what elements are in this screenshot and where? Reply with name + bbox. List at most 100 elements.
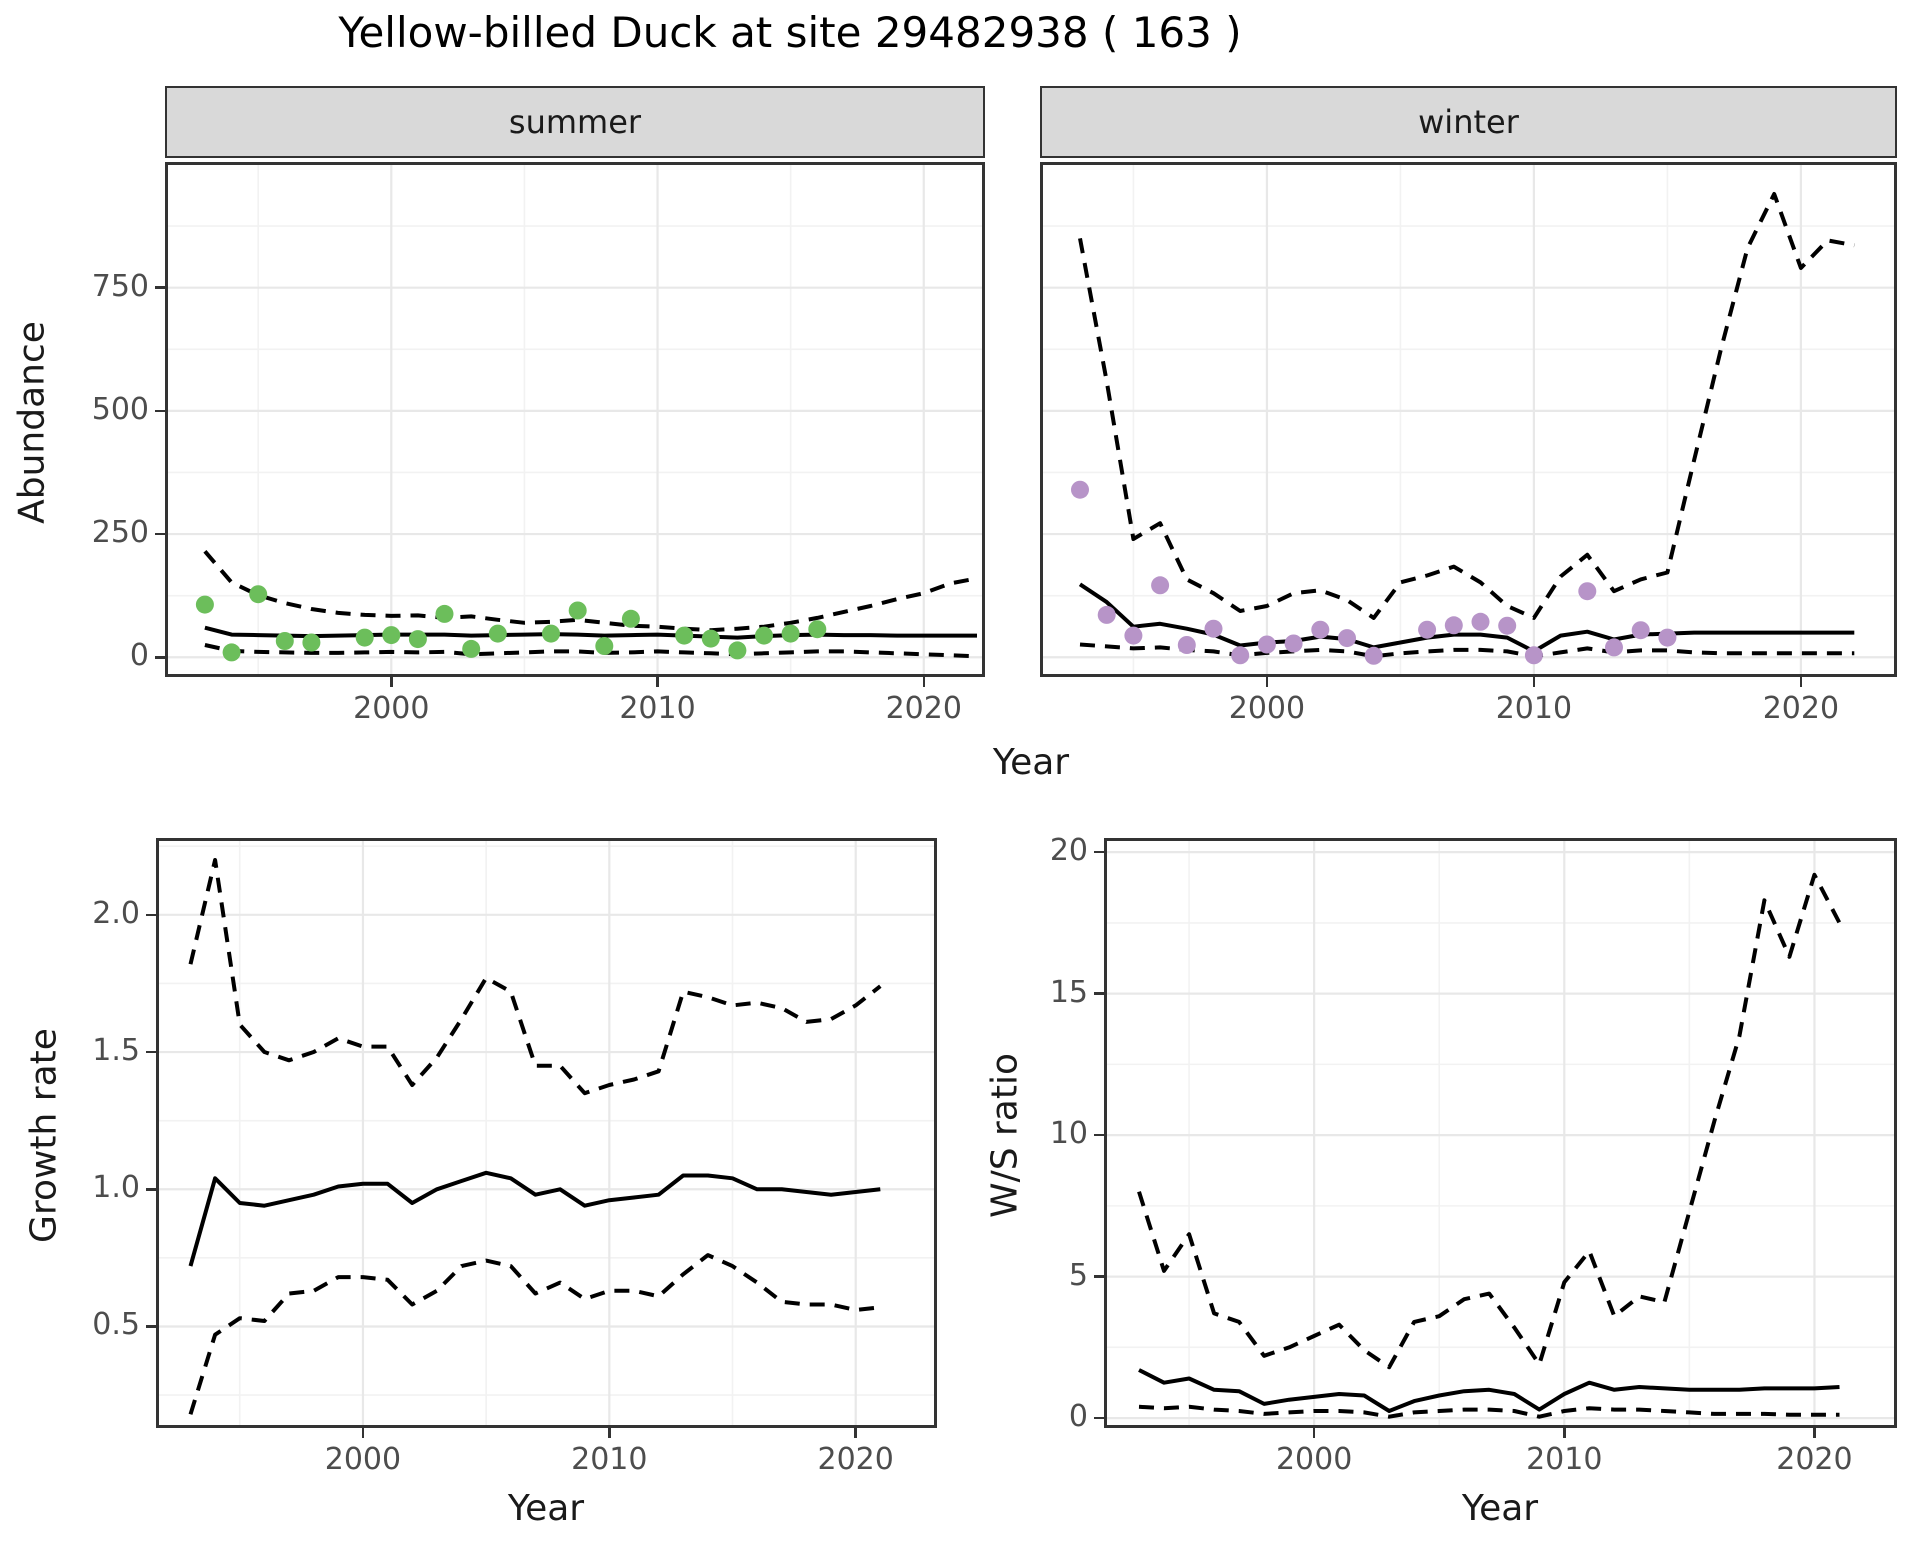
x-tick-label: 2020 [1776, 1442, 1853, 1477]
abundance_summer-data-point [462, 639, 481, 658]
y-tick-label: 2.0 [92, 895, 140, 931]
abundance_summer-data-point [808, 620, 827, 639]
x-tick-label: 2020 [1762, 691, 1840, 726]
abundance_winter-data-point [1605, 638, 1623, 657]
x-tick-label: 2000 [324, 1442, 402, 1477]
growth_rate-fit-line [188, 1170, 881, 1267]
abundance_winter-facet-strip: winter [1040, 86, 1897, 158]
abundance_winter-data-point [1578, 582, 1597, 601]
ws_ratio-plot-area [1104, 838, 1897, 1428]
y-tick-label: 1.5 [92, 1033, 140, 1069]
abundance_summer-data-point [302, 633, 321, 652]
x-tick-mark [854, 1428, 857, 1438]
y-tick-label: 10 [1049, 1116, 1088, 1152]
abundance_winter-data-point [1151, 576, 1170, 595]
x-tick-label: 2000 [353, 691, 430, 726]
abundance_summer-data-point [701, 629, 720, 648]
x-tick-label: 2010 [571, 1442, 648, 1477]
abundance_summer-data-point [408, 630, 427, 649]
abundance_summer-data-point [568, 601, 587, 620]
ws_ratio-ci-upper-line [1137, 872, 1842, 1370]
abundance_summer-facet-strip-label: summer [508, 103, 642, 141]
y-tick-mark [155, 656, 165, 659]
abundance_summer-data-point [595, 637, 614, 655]
y-tick-mark [1094, 1416, 1104, 1420]
abundance_winter-data-point [1658, 628, 1677, 647]
y-tick-mark [155, 286, 165, 289]
y-tick-mark [146, 1188, 156, 1191]
y-tick-mark [155, 409, 165, 413]
year-axis-title-top: Year [992, 742, 1070, 783]
abundance_summer-data-point [435, 604, 454, 623]
x-tick-mark [390, 677, 393, 687]
abundance_summer-plot-area [165, 162, 985, 677]
x-tick-mark [1265, 677, 1269, 687]
abundance_summer-data-point [488, 624, 507, 643]
abundance_winter-facet-strip-label: winter [1418, 103, 1519, 141]
y-tick-label: 750 [91, 268, 149, 304]
abundance_winter-data-point [1257, 635, 1276, 654]
y-tick-mark [146, 1325, 156, 1328]
year-axis-title-ws: Year [1461, 1488, 1539, 1529]
abundance_winter-data-point [1631, 621, 1650, 640]
abundance_winter-data-point [1177, 636, 1196, 654]
abundance_winter-data-point [1097, 605, 1116, 624]
abundance_summer-data-point [275, 632, 294, 650]
abundance_winter-data-point [1311, 620, 1330, 639]
abundance_summer-ci-upper-line [203, 549, 978, 633]
abundance_winter-data-point [1231, 646, 1250, 665]
abundance_winter-ci-upper-line [1078, 192, 1855, 620]
abundance_winter-data-point [1338, 629, 1356, 648]
abundance_winter-plot-area [1040, 162, 1897, 677]
abundance_summer-data-point [382, 626, 401, 645]
abundance_summer-data-point [621, 609, 640, 628]
x-tick-label: 2020 [885, 691, 962, 726]
y-tick-label: 20 [1049, 833, 1088, 869]
x-tick-label: 2010 [1526, 1442, 1603, 1477]
abundance_winter-data-point [1284, 634, 1303, 653]
year-axis-title-growth: Year [507, 1488, 585, 1529]
y-tick-label: 500 [91, 391, 149, 427]
abundance_summer-facet-strip: summer [165, 86, 985, 158]
y-tick-label: 1.0 [92, 1170, 140, 1206]
x-tick-mark [1799, 677, 1803, 687]
x-tick-mark [1563, 1428, 1566, 1438]
x-tick-label: 2000 [1228, 691, 1306, 726]
abundance_winter-data-point [1418, 620, 1437, 639]
growth_rate-ci-upper-line [188, 858, 882, 1096]
x-tick-label: 2010 [619, 691, 696, 726]
abundance_summer-data-point [222, 643, 241, 662]
y-tick-mark [1094, 1133, 1104, 1137]
abundance_winter-data-point [1444, 616, 1463, 635]
abundance_summer-data-point [755, 626, 773, 645]
y-tick-label: 0 [129, 638, 149, 674]
y-tick-label: 5 [1068, 1257, 1088, 1293]
x-tick-mark [656, 677, 659, 687]
y-tick-label: 15 [1049, 974, 1088, 1010]
x-tick-mark [608, 1428, 611, 1438]
x-tick-mark [361, 1428, 365, 1438]
y-tick-label: 250 [91, 515, 149, 551]
abundance_summer-fit-line [204, 625, 977, 640]
y-tick-mark [1094, 850, 1104, 854]
abundance_summer-data-point [675, 626, 694, 645]
abundance_summer-data-point [781, 624, 800, 643]
abundance_winter-data-point [1498, 616, 1517, 635]
y-tick-mark [146, 1050, 156, 1054]
abundance_winter-data-point [1364, 646, 1383, 665]
growth_rate-plot-area [156, 838, 937, 1428]
abundance_summer-ci-lower-line [204, 643, 978, 659]
x-tick-mark [1813, 1428, 1816, 1438]
ws_ratio-fit-line [1138, 1368, 1840, 1413]
chart-title: Yellow-billed Duck at site 29482938 ( 16… [338, 8, 1242, 57]
abundance_summer-data-point [728, 641, 747, 660]
abundance_winter-data-point [1471, 612, 1490, 631]
growth_rate-ci-lower-line [188, 1253, 881, 1415]
x-tick-label: 2020 [817, 1442, 894, 1477]
abundance_winter-ci-lower-line [1079, 642, 1855, 659]
abundance_winter-data-point [1204, 619, 1223, 638]
abundance_winter-data-point [1071, 480, 1089, 499]
x-tick-mark [1532, 677, 1536, 687]
y-tick-mark [1094, 1275, 1104, 1278]
x-tick-mark [1312, 1428, 1316, 1438]
